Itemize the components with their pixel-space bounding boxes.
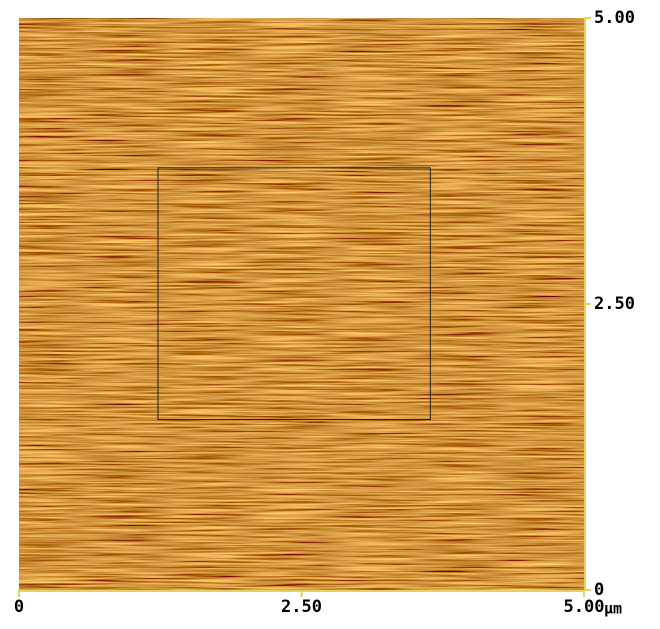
x-tick-label: 0 (14, 597, 24, 617)
x-tick-label: 2.50 (281, 597, 322, 617)
afm-image (19, 18, 584, 590)
selection-box (157, 167, 431, 421)
x-tick-label: 5.00 (564, 597, 605, 617)
y-tick-label: 2.50 (594, 294, 635, 314)
x-unit: μm (604, 600, 622, 618)
y-tick-label: 5.00 (594, 8, 635, 28)
y-tick-label: 0 (594, 580, 604, 600)
